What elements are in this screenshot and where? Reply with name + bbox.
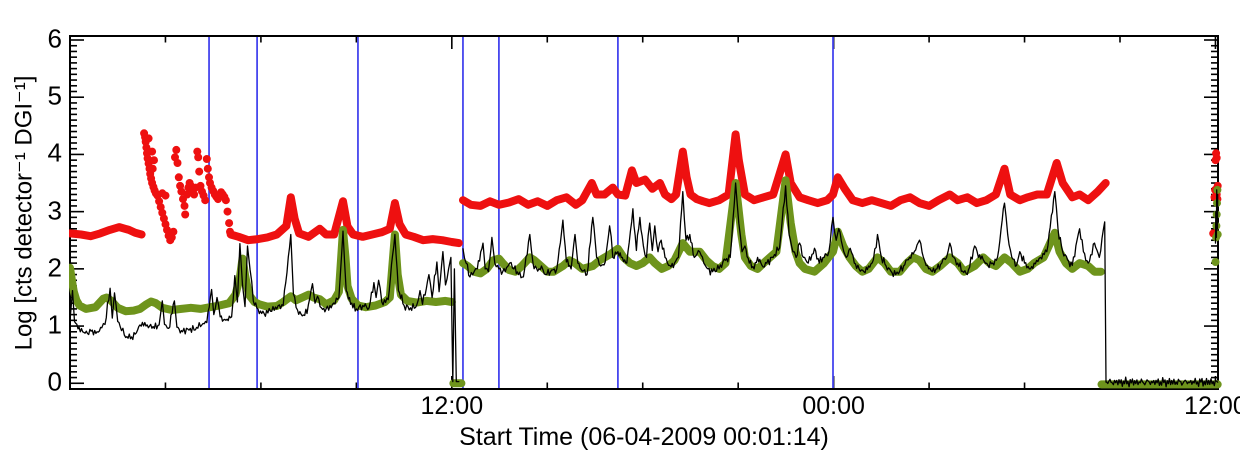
y-tick-label: 3 — [47, 194, 62, 225]
x-tick-label: 12:00 — [1184, 392, 1240, 420]
x-tick-label: 00:00 — [802, 392, 865, 420]
y-tick-label: 4 — [47, 137, 62, 168]
x-axis-title: Start Time (06-04-2009 00:01:14) — [459, 423, 829, 451]
y-tick-label: 5 — [47, 80, 62, 111]
x-tick-label: 12:00 — [420, 392, 484, 420]
y-tick-label: 6 — [47, 23, 62, 54]
y-tick-label: 1 — [47, 309, 62, 340]
y-tick-label: 2 — [47, 252, 62, 283]
y-tick-label: 0 — [47, 366, 62, 397]
